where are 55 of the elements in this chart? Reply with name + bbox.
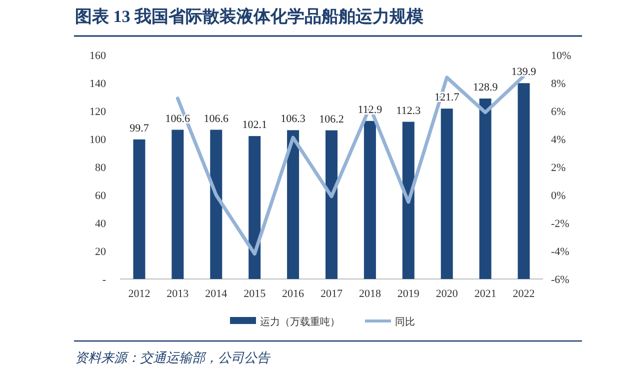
x-tick-label: 2019: [397, 288, 420, 300]
y-tick-label: 60: [95, 190, 106, 202]
x-tick-label: 2021: [474, 288, 496, 300]
y2-tick-label: 8%: [551, 78, 566, 90]
y2-tick-label: -6%: [551, 274, 570, 286]
y-tick-label: 100: [90, 134, 106, 146]
bar: [248, 136, 261, 279]
x-tick-label: 2015: [244, 288, 266, 300]
y2-tick-label: 6%: [551, 106, 566, 118]
bar: [326, 130, 338, 279]
data-label: 99.7: [130, 122, 150, 134]
data-label: 139.9: [511, 66, 537, 78]
chart-title: 图表 13 我国省际散装液体化学品船舶运力规模: [75, 7, 424, 26]
data-label: 106.6: [165, 112, 191, 125]
bar: [402, 122, 414, 279]
legend-label: 运力（万载重吨）: [260, 316, 340, 328]
x-tick-label: 2022: [512, 288, 535, 300]
y-tick-label: 40: [95, 218, 106, 230]
y2-tick-label: 0%: [551, 190, 566, 202]
x-tick-label: 2013: [166, 288, 190, 300]
y2-tick-label: 4%: [551, 134, 566, 146]
y2-tick-label: -2%: [551, 218, 570, 230]
y2-tick-label: -4%: [551, 246, 570, 258]
bar: [133, 139, 146, 279]
data-label: 106.6: [204, 112, 230, 125]
y-tick-label: -: [102, 274, 106, 286]
y-tick-label: 120: [90, 106, 106, 118]
data-label: 112.3: [396, 104, 422, 117]
bar: [440, 108, 453, 279]
legend-label: 同比: [395, 316, 415, 328]
x-tick-label: 2017: [320, 288, 343, 300]
data-label: 106.2: [319, 113, 344, 126]
x-tick-label: 2020: [436, 288, 458, 300]
y-tick-label: 160: [90, 50, 106, 62]
text: 资料来源：交通运输部，公司公告: [75, 350, 271, 365]
bar: [287, 130, 300, 279]
bar: [518, 83, 530, 279]
bar: [172, 130, 184, 279]
y-tick-label: 20: [95, 246, 106, 258]
bar: [479, 98, 492, 279]
bar: [364, 120, 376, 279]
y2-tick-label: 2%: [551, 162, 566, 174]
x-tick-label: 2014: [205, 288, 228, 300]
x-tick-label: 2016: [282, 288, 305, 300]
y-tick-label: 140: [90, 78, 106, 90]
data-label: 102.1: [242, 119, 267, 132]
data-label: 128.9: [472, 82, 498, 94]
data-label: 106.3: [280, 113, 306, 126]
data-label: 112.9: [358, 104, 383, 116]
data-label: 121.7: [434, 92, 460, 104]
bar: [210, 130, 222, 279]
x-tick-label: 2012: [128, 288, 150, 300]
y2-tick-label: 10%: [551, 50, 572, 62]
x-tick-label: 2018: [358, 288, 382, 300]
y-tick-label: 80: [95, 162, 106, 174]
